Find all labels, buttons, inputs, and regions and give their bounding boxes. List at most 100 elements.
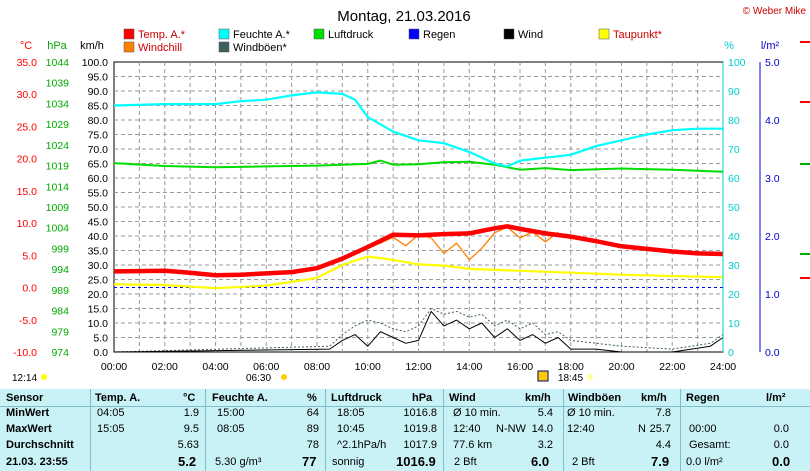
- pressure-tick-label: 1009: [46, 202, 70, 214]
- humidity-tick-label: 80: [728, 115, 740, 127]
- stats-cell-gust-time: Ø 10 min.: [567, 407, 615, 419]
- pressure-tick-label: 1029: [46, 119, 70, 131]
- stats-cell-wind-time: 12:40: [453, 423, 481, 435]
- stats-cell-wind-val: 14.0: [531, 423, 553, 435]
- wind-tick-label: 40.0: [88, 231, 109, 243]
- pressure-tick-label: 1014: [46, 181, 70, 193]
- stats-cell-press-val: 1017.9: [403, 439, 437, 451]
- wind-tick-label: 10.0: [88, 318, 109, 330]
- pressure-tick-label: 999: [51, 243, 69, 255]
- stats-cell-gust-val: 7.8: [655, 407, 671, 419]
- pressure-tick-label: 1019: [46, 161, 70, 173]
- sun-markers: 12:14 06:30 18:45: [12, 370, 593, 384]
- grid: [114, 62, 723, 352]
- humidity-tick-label: 40: [728, 231, 740, 243]
- header-humidity: Feuchte A.: [212, 392, 268, 404]
- legend: Temp. A.* Feuchte A.* Luftdruck Regen Wind Ta…: [123, 28, 663, 54]
- stats-cell-label: MinWert: [6, 407, 50, 419]
- rain-tick-label: 1.0: [765, 289, 780, 301]
- col-separator: [205, 389, 206, 471]
- stats-cell-gust-dir: N: [638, 423, 646, 435]
- stats-cell-temp-time: 15:05: [97, 423, 125, 435]
- current-rain-extra: 0.0 l/m²: [686, 456, 723, 468]
- current-temp: 5.2: [178, 454, 197, 469]
- temp-tick-label: 35.0: [17, 57, 38, 69]
- stats-cell-hum-val: 64: [306, 407, 319, 419]
- dewpoint-series: [113, 255, 724, 290]
- right-edge-legend: [800, 41, 810, 279]
- header-wind: Wind: [449, 392, 476, 404]
- time-tick-label: 12:00: [405, 361, 431, 373]
- col-separator: [325, 389, 326, 471]
- pressure-tick-label: 1024: [46, 140, 70, 152]
- wind-series: [113, 310, 724, 353]
- legend-label: Temp. A.*: [138, 29, 186, 41]
- time-tick-label: 24:00: [710, 361, 736, 373]
- time-tick-label: 02:00: [152, 361, 178, 373]
- current-gust: 7.9: [651, 454, 670, 469]
- temp-tick-label: 20.0: [17, 154, 38, 166]
- stats-cell-label: Durchschnitt: [6, 439, 74, 451]
- stats-cell-rain-val: 0.0: [773, 423, 789, 435]
- col-separator: [90, 389, 91, 471]
- current-pressure-extra: sonnig: [332, 456, 365, 468]
- header-gust: Windböen: [568, 392, 622, 404]
- humidity-unit-label: %: [724, 40, 734, 52]
- pressure-tick-label: 994: [51, 264, 69, 276]
- rain-tick-label: 0.0: [765, 347, 780, 359]
- rain-tick-label: 4.0: [765, 115, 780, 127]
- pressure-tick-label: 989: [51, 285, 69, 297]
- header-pressure-unit: hPa: [412, 392, 433, 404]
- temp-tick-label: -10.0: [13, 347, 37, 359]
- sunrise-icon: [281, 374, 287, 380]
- humidity-tick-label: 0: [728, 347, 734, 359]
- stats-header-separator: [0, 406, 810, 407]
- legend-label: Regen: [423, 29, 455, 41]
- stats-cell-wind-val: 5.4: [537, 407, 553, 419]
- header-rain-unit: l/m²: [766, 392, 786, 404]
- moon-icon: [41, 374, 47, 380]
- current-label: 21.03. 23:55: [6, 456, 68, 468]
- temp-tick-label: -5.0: [19, 315, 37, 327]
- time-tick-label: 18:00: [558, 361, 584, 373]
- wind-tick-label: 100.0: [82, 57, 108, 69]
- stats-cell-rain-val: 0.0: [773, 439, 789, 451]
- wind-tick-label: 30.0: [88, 260, 109, 272]
- current-wind: 6.0: [531, 454, 550, 469]
- wind-tick-label: 65.0: [88, 159, 109, 171]
- header-temp-unit: °C: [183, 392, 196, 404]
- sunset-time: 18:45: [558, 373, 583, 384]
- temp-tick-label: 25.0: [17, 121, 38, 133]
- humidity-tick-label: 60: [728, 173, 740, 185]
- legend-swatch: [123, 28, 135, 40]
- stats-cell-rain-time: Gesamt:: [689, 439, 731, 451]
- stats-cell-press-time: 18:05: [337, 407, 365, 419]
- current-wind-extra: 2 Bft: [454, 456, 477, 468]
- stats-cell-press-time: 10:45: [337, 423, 365, 435]
- current-rain: 0.0: [772, 454, 791, 469]
- wind-tick-label: 75.0: [88, 130, 109, 142]
- stats-cell-press-val: 1016.8: [403, 407, 437, 419]
- time-tick-label: 20:00: [608, 361, 634, 373]
- stats-cell-hum-time: 15:00: [217, 407, 245, 419]
- legend-label: Windchill: [138, 42, 182, 54]
- header-wind-unit: km/h: [525, 392, 551, 404]
- legend-swatch: [503, 28, 515, 40]
- legend-swatch: [598, 28, 610, 40]
- rain-tick-label: 5.0: [765, 57, 780, 69]
- time-tick-label: 08:00: [304, 361, 330, 373]
- humidity-tick-label: 30: [728, 260, 740, 272]
- wind-tick-label: 0.0: [93, 347, 108, 359]
- col-separator: [563, 389, 564, 471]
- legend-swatch: [123, 41, 135, 53]
- pressure-tick-label: 979: [51, 326, 69, 338]
- current-humidity: 77: [302, 454, 317, 469]
- temp-unit-label: °C: [20, 40, 32, 52]
- wind-tick-label: 25.0: [88, 275, 109, 287]
- current-gust-extra: 2 Bft: [572, 456, 595, 468]
- wind-tick-label: 90.0: [88, 86, 109, 98]
- pressure-tick-label: 1044: [46, 57, 70, 69]
- humidity-series: [113, 91, 723, 168]
- legend-swatch: [218, 28, 230, 40]
- humidity-tick-label: 50: [728, 202, 740, 214]
